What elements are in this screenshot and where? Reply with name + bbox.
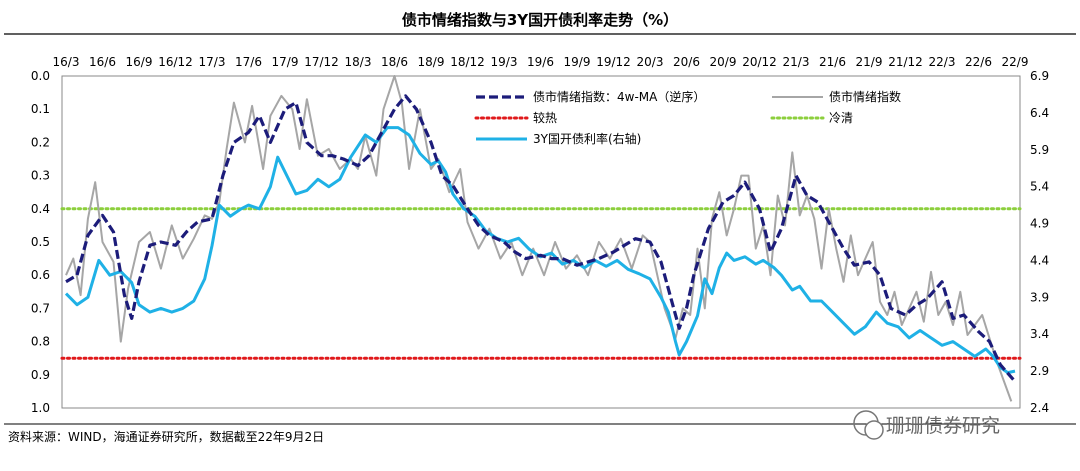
legend: 债市情绪指数：4w-MA（逆序） 债市情绪指数 较热 冷清 3Y国开债利率(右轴… (474, 89, 901, 146)
x-tick-label: 22/9 (1002, 55, 1029, 69)
source-note: 资料来源：WIND，海通证券研究所，数据截至22年9月2日 (8, 429, 324, 444)
left-axis-tick-labels: 0.0 0.1 0.2 0.3 0.4 0.5 0.6 0.7 0.8 0.9 1.0 (31, 69, 50, 415)
left-tick-label: 0.2 (31, 135, 50, 149)
x-tick-label: 21/3 (783, 55, 810, 69)
right-tick-label: 3.4 (1030, 327, 1049, 341)
x-tick-label: 20/12 (742, 55, 777, 69)
x-tick-label: 18/3 (345, 55, 372, 69)
series-rate-line (64, 126, 1016, 375)
right-tick-label: 2.9 (1030, 364, 1049, 378)
left-tick-label: 0.7 (31, 301, 50, 315)
legend-hot-label: 较热 (533, 110, 557, 125)
left-tick-label: 0.5 (31, 235, 50, 249)
x-tick-label: 22/6 (965, 55, 992, 69)
x-tick-label: 20/6 (673, 55, 700, 69)
x-tick-label: 19/12 (596, 55, 631, 69)
x-tick-label: 19/3 (491, 55, 518, 69)
x-tick-label: 19/9 (564, 55, 591, 69)
x-tick-label: 21/12 (888, 55, 923, 69)
left-tick-label: 0.3 (31, 169, 50, 183)
x-tick-label: 20/3 (637, 55, 664, 69)
x-tick-label: 18/6 (381, 55, 408, 69)
right-axis-tick-labels: 2.4 2.9 3.4 3.9 4.4 4.9 5.4 5.9 6.4 6.9 (1030, 69, 1049, 415)
x-tick-label: 21/6 (819, 55, 846, 69)
x-tick-label: 17/3 (199, 55, 226, 69)
x-tick-label: 18/12 (450, 55, 485, 69)
left-tick-label: 0.8 (31, 335, 50, 349)
watermark: 珊珊债券研究 (853, 410, 1000, 440)
right-tick-label: 6.4 (1030, 106, 1049, 120)
legend-rate-label: 3Y国开债利率(右轴) (533, 131, 641, 146)
legend-raw-label: 债市情绪指数 (829, 89, 901, 104)
x-tick-label: 17/12 (304, 55, 339, 69)
left-tick-label: 1.0 (31, 401, 50, 415)
x-tick-label: 18/9 (418, 55, 445, 69)
x-tick-label: 17/9 (272, 55, 299, 69)
x-tick-labels: 16/3 16/6 16/9 16/12 17/3 17/6 17/9 17/12 18/3 18… (53, 55, 1029, 69)
watermark-text: 珊珊债券研究 (886, 415, 1000, 437)
legend-cold-label: 冷清 (829, 111, 853, 125)
x-tick-label: 20/9 (710, 55, 737, 69)
right-tick-label: 4.9 (1030, 217, 1049, 231)
series-raw-line (65, 75, 1013, 402)
x-tick-label: 16/3 (53, 55, 80, 69)
x-tick-label: 17/6 (235, 55, 262, 69)
right-tick-label: 6.9 (1030, 69, 1049, 83)
x-tick-label: 19/6 (527, 55, 554, 69)
legend-ma-label: 债市情绪指数：4w-MA（逆序） (533, 89, 705, 104)
x-tick-label: 22/3 (929, 55, 956, 69)
x-tick-label: 21/9 (856, 55, 883, 69)
chart-title: 债市情绪指数与3Y国开债利率走势（%） (402, 11, 678, 29)
right-tick-label: 3.9 (1030, 290, 1049, 304)
plot-frame (61, 75, 1021, 409)
x-tick-label: 16/9 (126, 55, 153, 69)
right-tick-label: 5.4 (1030, 180, 1049, 194)
left-tick-label: 0.6 (31, 268, 50, 282)
right-tick-label: 5.9 (1030, 143, 1049, 157)
left-tick-label: 0.0 (31, 69, 50, 83)
right-tick-label: 4.4 (1030, 253, 1049, 267)
x-tick-label: 16/12 (158, 55, 193, 69)
left-tick-label: 0.4 (31, 202, 50, 216)
x-tick-label: 16/6 (89, 55, 116, 69)
right-tick-label: 2.4 (1030, 401, 1049, 415)
left-tick-label: 0.9 (31, 368, 50, 382)
wechat-icon-inner (864, 420, 884, 440)
series-ma-line (65, 94, 1017, 383)
left-tick-label: 0.1 (31, 102, 50, 116)
